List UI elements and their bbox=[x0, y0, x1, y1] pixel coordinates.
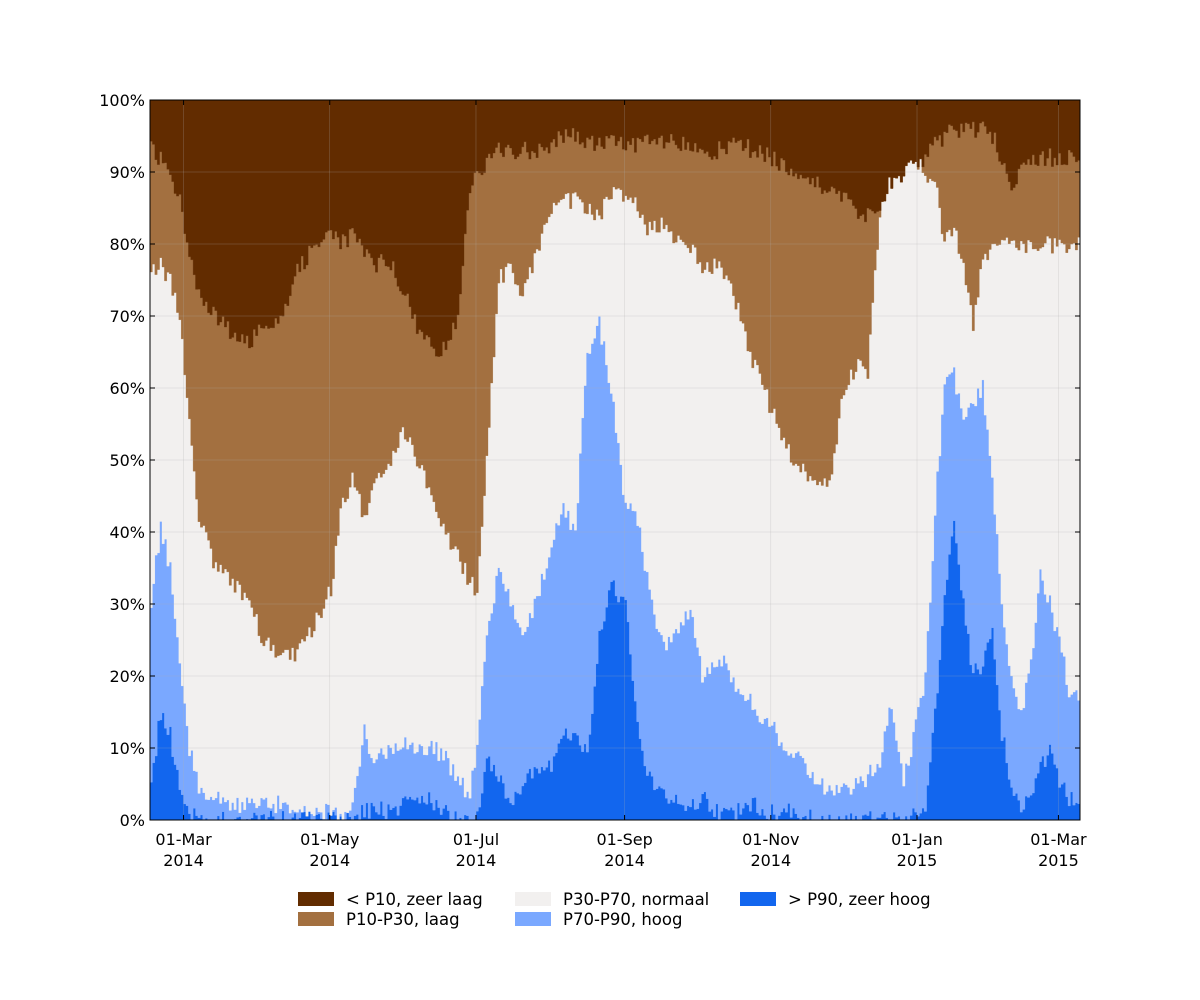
legend-item-zeer-hoog: > P90, zeer hoog bbox=[740, 889, 931, 909]
x-tick-label: 01-Sep bbox=[596, 830, 652, 849]
y-tick-label: 0% bbox=[120, 811, 145, 830]
x-tick-year-label: 2015 bbox=[1038, 851, 1079, 870]
x-tick-year-label: 2015 bbox=[897, 851, 938, 870]
legend-item-normaal: P30-P70, normaal bbox=[515, 889, 709, 909]
y-tick-label: 70% bbox=[109, 307, 145, 326]
x-tick-label: 01-Jul bbox=[453, 830, 499, 849]
legend-label-zeer-laag: < P10, zeer laag bbox=[346, 889, 483, 909]
x-tick-label: 01-May bbox=[300, 830, 359, 849]
y-tick-label: 50% bbox=[109, 451, 145, 470]
y-tick-label: 20% bbox=[109, 667, 145, 686]
legend-label-zeer-hoog: > P90, zeer hoog bbox=[788, 889, 931, 909]
y-tick-label: 100% bbox=[99, 91, 145, 110]
legend-item-laag: P10-P30, laag bbox=[298, 909, 460, 929]
legend-item-zeer-laag: < P10, zeer laag bbox=[298, 889, 483, 909]
x-tick-label: 01-Mar bbox=[155, 830, 212, 849]
y-tick-label: 60% bbox=[109, 379, 145, 398]
y-axis-ticks: 0% 10% 20% 30% 40% 50% 60% 70% 80% 90% 100% bbox=[99, 91, 1080, 830]
y-tick-label: 90% bbox=[109, 163, 145, 182]
legend-swatch-zeer-hoog bbox=[740, 892, 776, 906]
legend-label-laag: P10-P30, laag bbox=[346, 909, 460, 929]
x-tick-year-label: 2014 bbox=[604, 851, 645, 870]
x-tick-label: 01-Mar bbox=[1030, 830, 1087, 849]
legend-swatch-zeer-laag bbox=[298, 892, 334, 906]
legend-swatch-normaal bbox=[515, 892, 551, 906]
y-tick-label: 80% bbox=[109, 235, 145, 254]
gridlines bbox=[150, 100, 1080, 820]
legend: < P10, zeer laag P10-P30, laag P30-P70, … bbox=[298, 889, 998, 933]
y-tick-label: 30% bbox=[109, 595, 145, 614]
y-tick-label: 40% bbox=[109, 523, 145, 542]
x-axis-ticks: 01-Mar 2014 01-May 2014 01-Jul 2014 01-Sep 2014… bbox=[155, 100, 1087, 870]
y-tick-label: 10% bbox=[109, 739, 145, 758]
legend-label-hoog: P70-P90, hoog bbox=[563, 909, 683, 929]
legend-swatch-laag bbox=[298, 912, 334, 926]
chart-areas bbox=[149, 99, 1081, 821]
legend-swatch-hoog bbox=[515, 912, 551, 926]
stacked-area-chart: 0% 10% 20% 30% 40% 50% 60% 70% 80% 90% 100% 01-Mar… bbox=[99, 91, 1087, 870]
x-tick-year-label: 2014 bbox=[309, 851, 350, 870]
x-tick-label: 01-Nov bbox=[742, 830, 799, 849]
x-tick-year-label: 2014 bbox=[163, 851, 204, 870]
x-tick-label: 01-Jan bbox=[891, 830, 943, 849]
legend-label-normaal: P30-P70, normaal bbox=[563, 889, 710, 909]
x-tick-year-label: 2014 bbox=[456, 851, 497, 870]
legend-item-hoog: P70-P90, hoog bbox=[515, 909, 682, 929]
x-tick-year-label: 2014 bbox=[750, 851, 791, 870]
